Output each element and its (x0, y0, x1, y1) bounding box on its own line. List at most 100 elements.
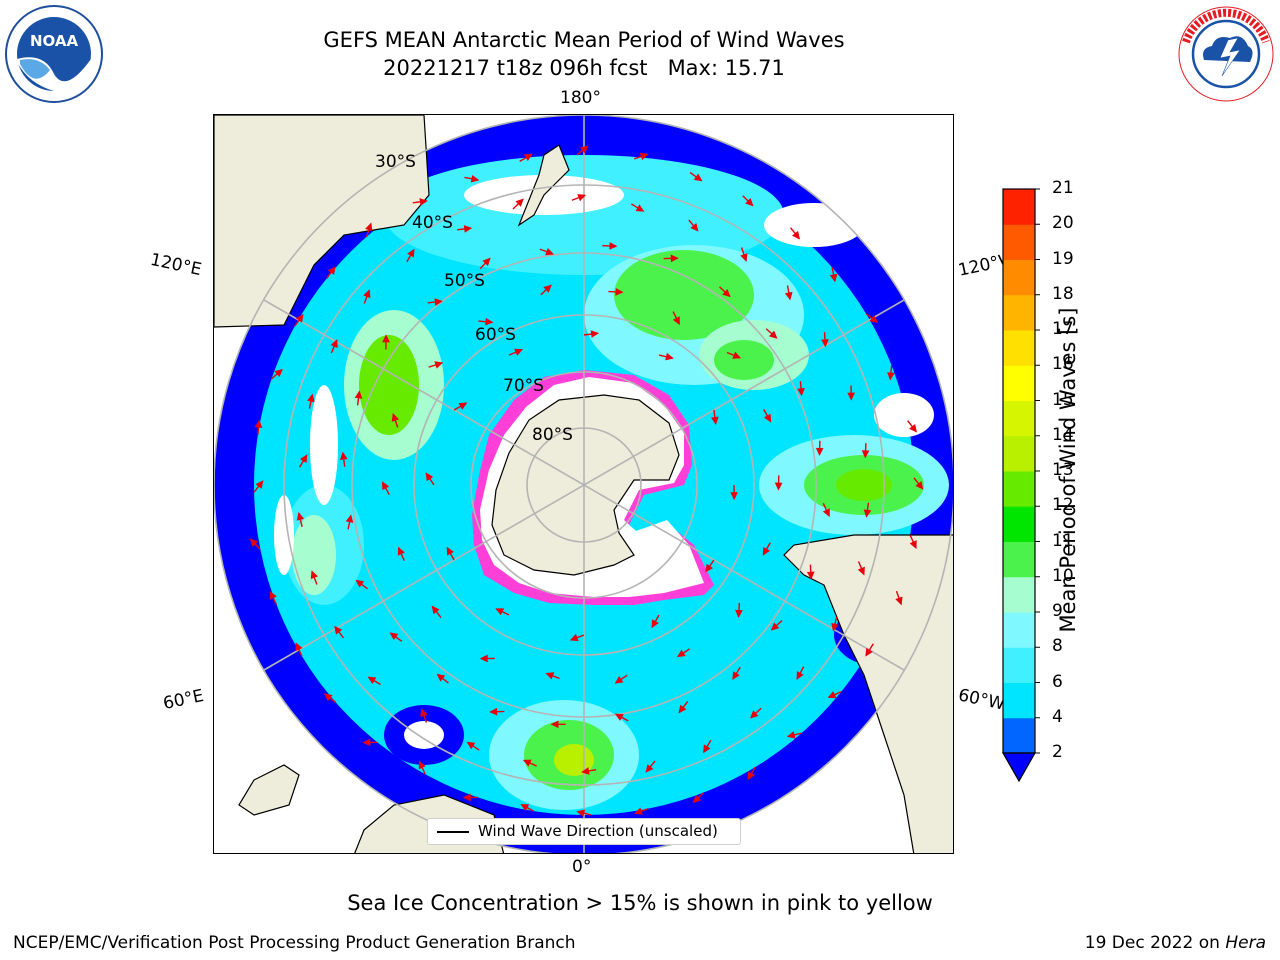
wind-wave-arrowhead (786, 731, 796, 739)
wind-wave-arrowhead (581, 767, 590, 775)
colorbar-tick-label: 6 (1052, 671, 1063, 692)
wind-wave-arrowhead (254, 419, 263, 428)
wind-wave-arrowhead (466, 741, 476, 750)
map-panel (213, 114, 954, 854)
wind-wave-arrowhead (735, 609, 743, 618)
wind-wave-arrowhead (827, 691, 837, 699)
colorbar (1001, 188, 1040, 783)
wind-wave-arrowhead (730, 492, 738, 501)
colorbar-tick-label: 20 (1052, 213, 1074, 234)
wind-wave-arrowhead (769, 330, 778, 339)
colorbar-tick-label: 15 (1052, 389, 1074, 410)
wind-wave-arrowhead (419, 198, 428, 206)
wind-wave-arrowhead (690, 223, 699, 232)
wind-wave-arrowhead (495, 608, 505, 616)
wind-wave-arrowhead (770, 622, 780, 631)
wind-wave-arrowhead (797, 388, 805, 397)
wind-wave-arrowhead (672, 316, 680, 326)
wind-wave-arrowhead (703, 744, 711, 754)
wind-wave-arrowhead (482, 257, 491, 267)
colorbar-tick-label: 11 (1052, 530, 1074, 551)
wind-wave-arrowhead (520, 804, 530, 812)
wind-wave-arrowhead (434, 361, 444, 369)
wind-wave-arrowhead (479, 654, 488, 663)
wind-wave-arrowhead (367, 676, 377, 685)
wind-wave-arrowhead (436, 673, 446, 682)
polar-map (214, 115, 953, 853)
wind-wave-arrowhead (762, 546, 771, 556)
colorbar-tick-label: 19 (1052, 248, 1074, 269)
colorbar-segment (1003, 717, 1035, 754)
wind-wave-arrowhead (634, 807, 643, 815)
wind-wave-arrowhead (645, 764, 654, 773)
wind-wave-arrowhead (651, 619, 659, 629)
wind-wave-arrowhead (425, 472, 434, 482)
host-name: Hera (1225, 933, 1266, 953)
wind-wave-arrowhead (635, 204, 645, 212)
wind-wave-arrowhead (665, 352, 674, 361)
wind-wave-arrowhead (514, 348, 523, 356)
lat-label-60s: 60°S (475, 325, 516, 345)
wind-wave-arrowhead (397, 546, 405, 556)
wind-wave-arrowhead (249, 538, 259, 547)
wind-wave-arrowhead (822, 508, 830, 518)
colorbar-tick-label: 9 (1052, 601, 1063, 621)
colorbar-tick-label: 4 (1052, 706, 1063, 727)
colorbar-segment (1003, 189, 1035, 225)
chart-title: GEFS MEAN Antarctic Mean Period of Wind … (323, 28, 845, 52)
wind-wave-arrowhead (255, 480, 264, 489)
run-date-credit: 19 Dec 2022 on Hera (1085, 933, 1266, 953)
wind-wave-arrowhead (295, 642, 303, 652)
wind-wave-arrowhead (847, 392, 855, 401)
wind-wave-arrowhead (577, 194, 587, 202)
colorbar-tick-label: 2 (1052, 742, 1063, 762)
lon-label-60e: 60°E (161, 685, 206, 715)
colorbar-segment (1003, 400, 1035, 437)
wind-wave-arrowhead (590, 330, 600, 338)
wind-wave-arrowhead (763, 413, 772, 423)
colorbar-extend-triangle (1001, 752, 1037, 783)
wind-wave-arrowhead (676, 649, 686, 658)
wind-wave-arrowhead (463, 225, 473, 233)
lat-label-70s: 70°S (503, 376, 544, 396)
wind-wave-arrowhead (543, 284, 552, 293)
wind-wave-arrowhead (489, 707, 498, 716)
colorbar-tick-label: 12 (1052, 495, 1074, 516)
wind-wave-arrowhead (670, 254, 679, 263)
wind-wave-arrowhead (792, 230, 800, 240)
chart-subtitle: 20221217 t18z 096h fcst Max: 15.71 (383, 56, 785, 80)
wind-wave-arrowhead (354, 390, 363, 399)
wind-wave-arrowhead (863, 509, 872, 518)
wind-wave-arrows (249, 145, 924, 817)
antarctica (472, 370, 714, 605)
lon-label-60w: 60°W (956, 685, 1007, 715)
noaa-logo: NOAA (5, 5, 103, 103)
wind-wave-arrowhead (576, 809, 586, 817)
lon-label-120e: 120°E (148, 249, 204, 281)
colorbar-tick-label: 10 (1052, 565, 1074, 586)
colorbar-segment (1003, 259, 1035, 296)
wind-wave-arrowhead (296, 512, 305, 521)
wind-wave-arrowhead (431, 605, 440, 615)
wind-wave-arrowhead (909, 540, 917, 549)
map-legend: Wind Wave Direction (unscaled) (427, 818, 741, 845)
wind-wave-arrowhead (749, 710, 759, 719)
wind-wave-arrowhead (545, 672, 555, 680)
wind-wave-arrowhead (462, 793, 471, 802)
wind-wave-arrowhead (323, 693, 333, 702)
wind-wave-arrowhead (382, 334, 390, 343)
wind-wave-arrowhead (740, 253, 748, 262)
nws-logo (1178, 6, 1274, 102)
wind-wave-arrowhead (815, 447, 824, 456)
wind-wave-arrowhead (355, 579, 365, 588)
wind-wave-arrowhead (339, 451, 348, 461)
wind-wave-arrowhead (327, 266, 336, 275)
wind-wave-arrowhead (269, 590, 277, 600)
wind-wave-arrowhead (785, 291, 793, 301)
colorbar-segment (1003, 330, 1035, 366)
wind-wave-arrowhead (614, 713, 624, 721)
wind-wave-arrowhead (550, 720, 559, 729)
wind-wave-arrowhead (485, 317, 494, 326)
wind-wave-arrowhead (614, 675, 624, 684)
producer-credit: NCEP/EMC/Verification Post Processing Pr… (13, 933, 576, 953)
